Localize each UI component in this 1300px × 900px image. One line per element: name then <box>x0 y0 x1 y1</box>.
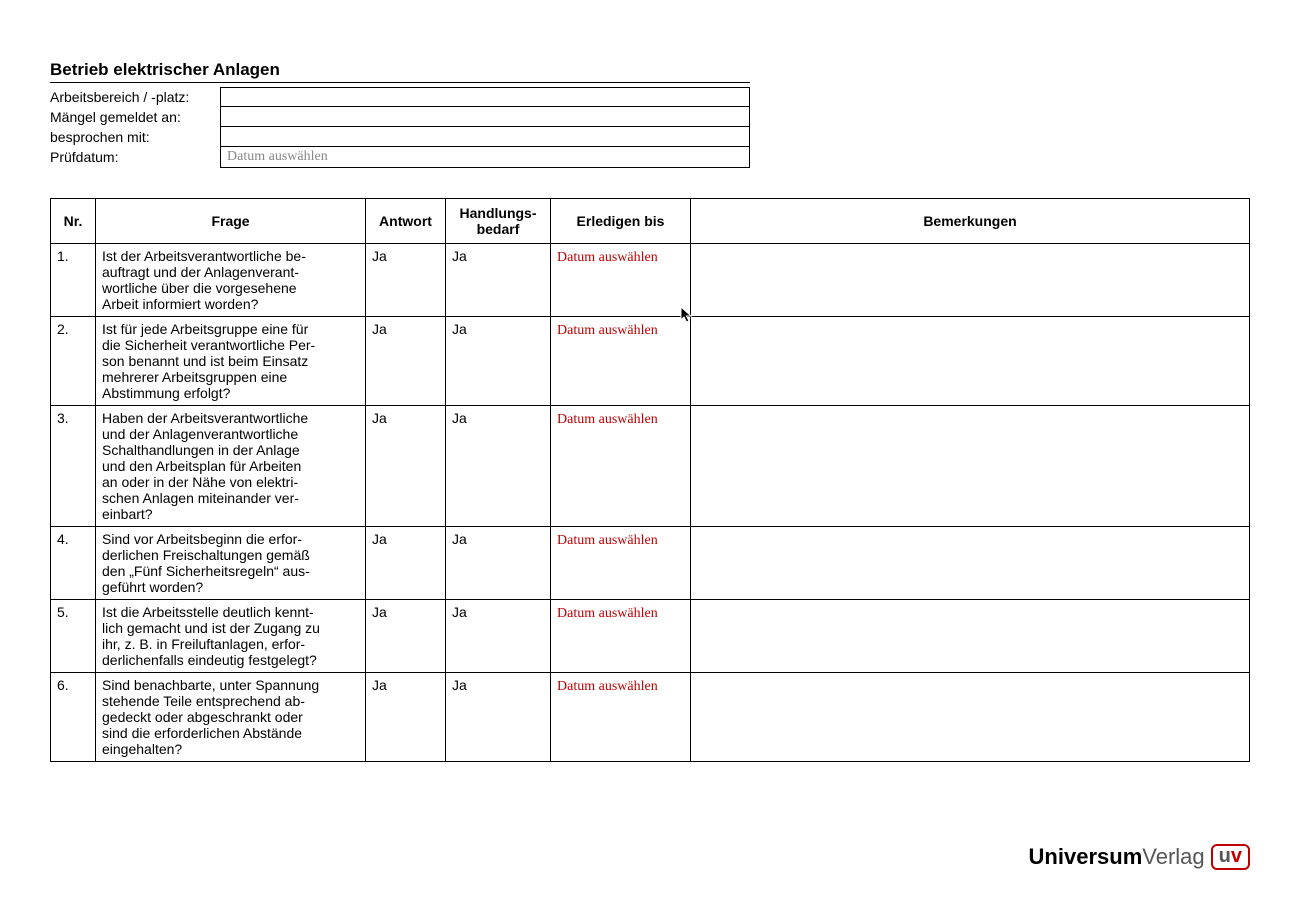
th-bemerkungen: Bemerkungen <box>691 199 1250 244</box>
cell-bemerkungen[interactable] <box>691 600 1250 673</box>
cell-nr: 6. <box>51 673 96 762</box>
th-erledigen: Erledigen bis <box>551 199 691 244</box>
label-besprochen: besprochen mit: <box>50 127 220 147</box>
date-placeholder[interactable]: Datum auswählen <box>557 250 658 265</box>
table-row: 5.Ist die Arbeitsstelle deutlich kennt- … <box>51 600 1250 673</box>
cell-erledigen[interactable]: Datum auswählen <box>551 600 691 673</box>
header-fields: Arbeitsbereich / -platz: Mängel gemeldet… <box>50 87 750 168</box>
cell-bemerkungen[interactable] <box>691 317 1250 406</box>
cell-antwort[interactable]: Ja <box>366 673 446 762</box>
cell-handlungsbedarf[interactable]: Ja <box>446 317 551 406</box>
cell-antwort[interactable]: Ja <box>366 527 446 600</box>
cell-nr: 3. <box>51 406 96 527</box>
table-row: 2.Ist für jede Arbeitsgruppe eine für di… <box>51 317 1250 406</box>
checklist-table: Nr. Frage Antwort Handlungs- bedarf Erle… <box>50 198 1250 762</box>
cell-handlungsbedarf[interactable]: Ja <box>446 673 551 762</box>
th-nr: Nr. <box>51 199 96 244</box>
cell-nr: 2. <box>51 317 96 406</box>
table-row: 1.Ist der Arbeitsverantwortliche be- auf… <box>51 244 1250 317</box>
cell-erledigen[interactable]: Datum auswählen <box>551 527 691 600</box>
uv-logo-icon: uv <box>1211 844 1250 870</box>
cell-nr: 1. <box>51 244 96 317</box>
cell-nr: 5. <box>51 600 96 673</box>
cell-erledigen[interactable]: Datum auswählen <box>551 406 691 527</box>
cell-erledigen[interactable]: Datum auswählen <box>551 244 691 317</box>
date-placeholder[interactable]: Datum auswählen <box>557 679 658 694</box>
table-row: 3.Haben der Arbeitsverantwortliche und d… <box>51 406 1250 527</box>
th-handlungsbedarf: Handlungs- bedarf <box>446 199 551 244</box>
footer-brand: UniversumVerlag <box>1029 844 1205 870</box>
cell-handlungsbedarf[interactable]: Ja <box>446 244 551 317</box>
label-pruefdatum: Prüfdatum: <box>50 147 220 168</box>
date-placeholder[interactable]: Datum auswählen <box>557 533 658 548</box>
label-maengel: Mängel gemeldet an: <box>50 107 220 127</box>
input-arbeitsbereich[interactable] <box>220 87 750 107</box>
cell-bemerkungen[interactable] <box>691 527 1250 600</box>
cell-antwort[interactable]: Ja <box>366 600 446 673</box>
table-row: 6.Sind benachbarte, unter Spannung stehe… <box>51 673 1250 762</box>
cell-handlungsbedarf[interactable]: Ja <box>446 527 551 600</box>
cell-antwort[interactable]: Ja <box>366 244 446 317</box>
cell-handlungsbedarf[interactable]: Ja <box>446 600 551 673</box>
uv-logo-u: u <box>1219 846 1231 866</box>
cell-handlungsbedarf[interactable]: Ja <box>446 406 551 527</box>
cell-nr: 4. <box>51 527 96 600</box>
cell-frage: Haben der Arbeitsverantwortliche und der… <box>96 406 366 527</box>
cell-frage: Sind vor Arbeitsbeginn die erfor- derlic… <box>96 527 366 600</box>
cell-frage: Sind benachbarte, unter Spannung stehend… <box>96 673 366 762</box>
footer-logo: UniversumVerlag uv <box>1029 844 1250 870</box>
input-besprochen[interactable] <box>220 127 750 147</box>
cell-frage: Ist der Arbeitsverantwortliche be- auftr… <box>96 244 366 317</box>
cell-bemerkungen[interactable] <box>691 406 1250 527</box>
cell-erledigen[interactable]: Datum auswählen <box>551 673 691 762</box>
cell-frage: Ist die Arbeitsstelle deutlich kennt- li… <box>96 600 366 673</box>
cell-antwort[interactable]: Ja <box>366 406 446 527</box>
table-row: 4.Sind vor Arbeitsbeginn die erfor- derl… <box>51 527 1250 600</box>
input-maengel[interactable] <box>220 107 750 127</box>
page-title: Betrieb elektrischer Anlagen <box>50 60 750 83</box>
th-antwort: Antwort <box>366 199 446 244</box>
cell-antwort[interactable]: Ja <box>366 317 446 406</box>
cell-bemerkungen[interactable] <box>691 244 1250 317</box>
cell-bemerkungen[interactable] <box>691 673 1250 762</box>
date-placeholder[interactable]: Datum auswählen <box>557 606 658 621</box>
footer-brand-light: Verlag <box>1142 844 1204 869</box>
label-arbeitsbereich: Arbeitsbereich / -platz: <box>50 87 220 107</box>
date-placeholder[interactable]: Datum auswählen <box>557 412 658 427</box>
footer-brand-bold: Universum <box>1029 844 1143 869</box>
input-pruefdatum[interactable]: Datum auswählen <box>220 147 750 168</box>
uv-logo-v: v <box>1231 846 1242 866</box>
cell-frage: Ist für jede Arbeitsgruppe eine für die … <box>96 317 366 406</box>
date-placeholder[interactable]: Datum auswählen <box>557 323 658 338</box>
th-frage: Frage <box>96 199 366 244</box>
cell-erledigen[interactable]: Datum auswählen <box>551 317 691 406</box>
